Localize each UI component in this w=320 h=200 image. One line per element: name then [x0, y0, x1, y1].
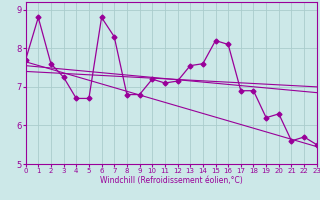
X-axis label: Windchill (Refroidissement éolien,°C): Windchill (Refroidissement éolien,°C) [100, 176, 243, 185]
